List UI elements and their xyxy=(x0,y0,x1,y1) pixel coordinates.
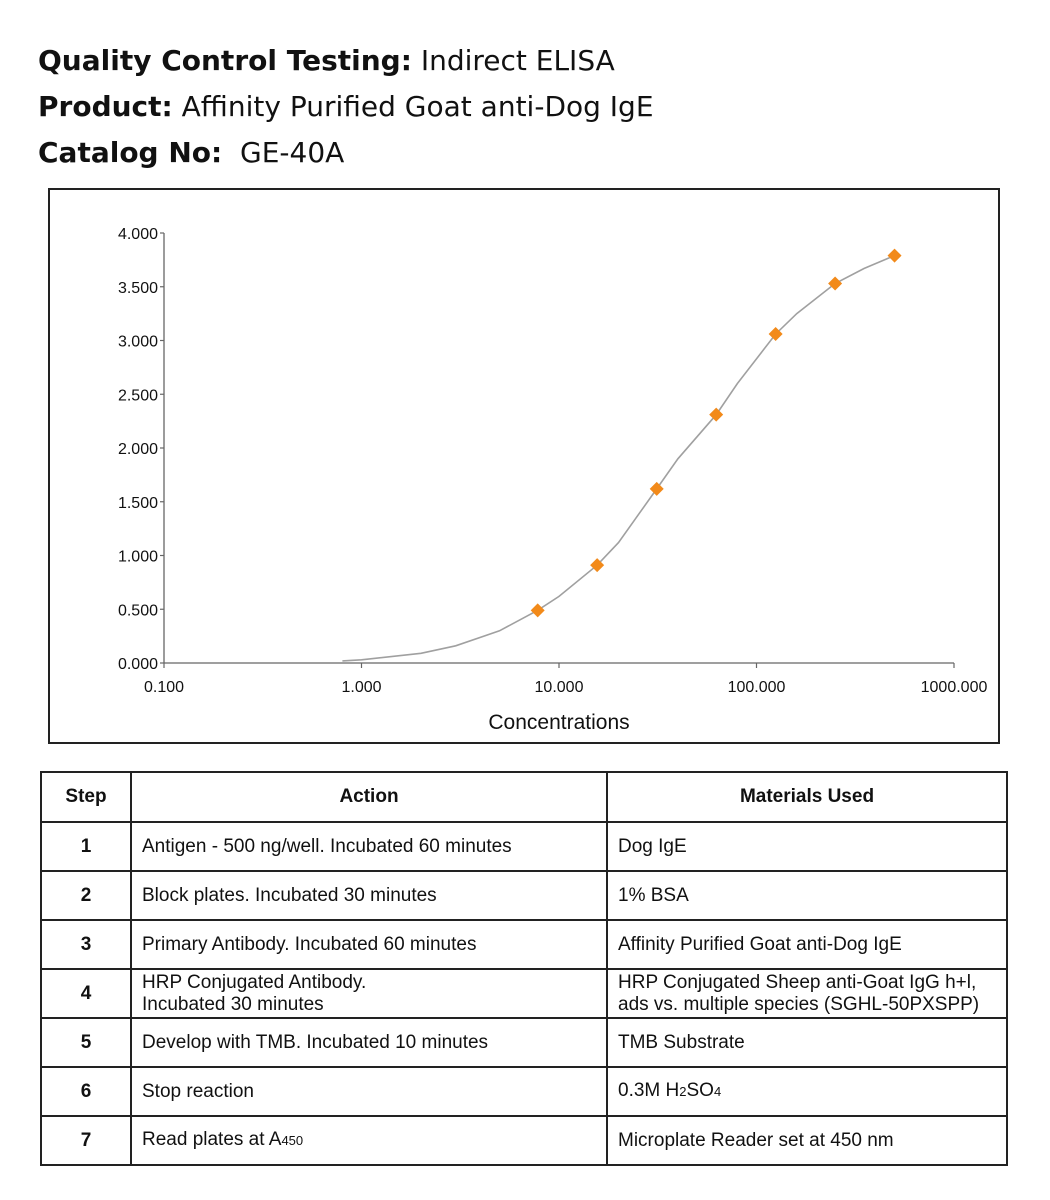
y-tick-label: 0.000 xyxy=(118,656,158,673)
product-line: Product: Affinity Purified Goat anti-Dog… xyxy=(38,84,654,130)
document-header: Quality Control Testing: Indirect ELISA … xyxy=(38,38,654,176)
x-tick-label: 100.000 xyxy=(728,679,786,696)
table-row: 2 Block plates. Incubated 30 minutes 1% … xyxy=(40,870,1008,921)
data-point-diamond xyxy=(649,481,664,496)
table-header-row: Step Action Materials Used xyxy=(40,771,1008,823)
qc-testing-label: Quality Control Testing: xyxy=(38,44,412,77)
step-material-line2: ads vs. multiple species (SGHL-50PXSPP) xyxy=(618,993,980,1015)
step-material: Dog IgE xyxy=(606,821,1008,872)
x-tick-label: 1.000 xyxy=(341,679,381,696)
step-number: 3 xyxy=(40,919,132,970)
y-tick-label: 3.000 xyxy=(118,334,158,351)
table-row: 5 Develop with TMB. Incubated 10 minutes… xyxy=(40,1017,1008,1068)
step-action: Read plates at A450 xyxy=(130,1115,608,1166)
data-point-diamond xyxy=(530,603,545,618)
catalog-value: GE-40A xyxy=(240,136,345,169)
header-step: Step xyxy=(40,771,132,823)
action-subscript: 450 xyxy=(281,1133,304,1148)
step-number: 7 xyxy=(40,1115,132,1166)
step-material-line1: HRP Conjugated Sheep anti-Goat IgG h+l, xyxy=(618,971,977,993)
table-row: 4 HRP Conjugated Antibody. Incubated 30 m… xyxy=(40,968,1008,1019)
qc-testing-line: Quality Control Testing: Indirect ELISA xyxy=(38,38,654,84)
data-point-diamond xyxy=(768,327,783,342)
data-point-diamond xyxy=(828,276,843,291)
y-tick-label: 4.000 xyxy=(118,226,158,243)
step-number: 6 xyxy=(40,1066,132,1117)
step-material: Microplate Reader set at 450 nm xyxy=(606,1115,1008,1166)
x-axis-label: Concentrations xyxy=(488,711,629,734)
step-action: HRP Conjugated Antibody. Incubated 30 min… xyxy=(130,968,608,1019)
table-row: 3 Primary Antibody. Incubated 60 minutes… xyxy=(40,919,1008,970)
step-action-line2: Incubated 30 minutes xyxy=(142,993,324,1015)
material-formula-subscript: 2 xyxy=(679,1084,687,1099)
protocol-table: Step Action Materials Used 1 Antigen - 5… xyxy=(40,771,1008,1166)
y-tick-label: 2.000 xyxy=(118,441,158,458)
data-point-diamond xyxy=(709,407,724,422)
elisa-chart-svg: 0.000 0.500 1.000 1.500 2.000 2.500 3.000 3.500… xyxy=(118,226,988,734)
step-number: 2 xyxy=(40,870,132,921)
header-materials: Materials Used xyxy=(606,771,1008,823)
step-material: 0.3M H2SO4 xyxy=(606,1066,1008,1117)
step-number: 1 xyxy=(40,821,132,872)
step-action: Stop reaction xyxy=(130,1066,608,1117)
y-tick-label: 1.000 xyxy=(118,549,158,566)
step-number: 4 xyxy=(40,968,132,1019)
data-point-diamond xyxy=(887,248,902,263)
qc-testing-value: Indirect ELISA xyxy=(420,44,615,77)
table-row: 1 Antigen - 500 ng/well. Incubated 60 mi… xyxy=(40,821,1008,872)
step-material: 1% BSA xyxy=(606,870,1008,921)
x-tick-label: 1000.000 xyxy=(921,679,988,696)
catalog-label: Catalog No: xyxy=(38,136,223,169)
header-action: Action xyxy=(130,771,608,823)
y-tick-label: 0.500 xyxy=(118,602,158,619)
fit-curve xyxy=(342,254,895,662)
step-number: 5 xyxy=(40,1017,132,1068)
data-point-diamond xyxy=(590,558,605,573)
y-tick-label: 2.500 xyxy=(118,387,158,404)
step-material: TMB Substrate xyxy=(606,1017,1008,1068)
catalog-line: Catalog No: GE-40A xyxy=(38,130,654,176)
material-formula-part: 0.3M H xyxy=(618,1080,680,1101)
material-formula-part: SO xyxy=(686,1080,714,1101)
table-row: 7 Read plates at A450 Microplate Reader … xyxy=(40,1115,1008,1166)
y-tick-label: 1.500 xyxy=(118,495,158,512)
product-value: Affinity Purified Goat anti-Dog IgE xyxy=(181,90,654,123)
elisa-chart: 0.000 0.500 1.000 1.500 2.000 2.500 3.000 3.500… xyxy=(48,188,1000,744)
step-material: HRP Conjugated Sheep anti-Goat IgG h+l, a… xyxy=(606,968,1008,1019)
action-text: Read plates at A xyxy=(142,1129,282,1150)
y-tick-label: 3.500 xyxy=(118,280,158,297)
material-formula-subscript: 4 xyxy=(713,1084,722,1099)
step-action-line1: HRP Conjugated Antibody. xyxy=(142,971,367,993)
step-material: Affinity Purified Goat anti-Dog IgE xyxy=(606,919,1008,970)
step-action: Primary Antibody. Incubated 60 minutes xyxy=(130,919,608,970)
step-action: Block plates. Incubated 30 minutes xyxy=(130,870,608,921)
step-action: Antigen - 500 ng/well. Incubated 60 minu… xyxy=(130,821,608,872)
x-tick-label: 10.000 xyxy=(535,679,584,696)
x-tick-label: 0.100 xyxy=(144,679,184,696)
product-label: Product: xyxy=(38,90,173,123)
table-row: 6 Stop reaction 0.3M H2SO4 xyxy=(40,1066,1008,1117)
step-action: Develop with TMB. Incubated 10 minutes xyxy=(130,1017,608,1068)
